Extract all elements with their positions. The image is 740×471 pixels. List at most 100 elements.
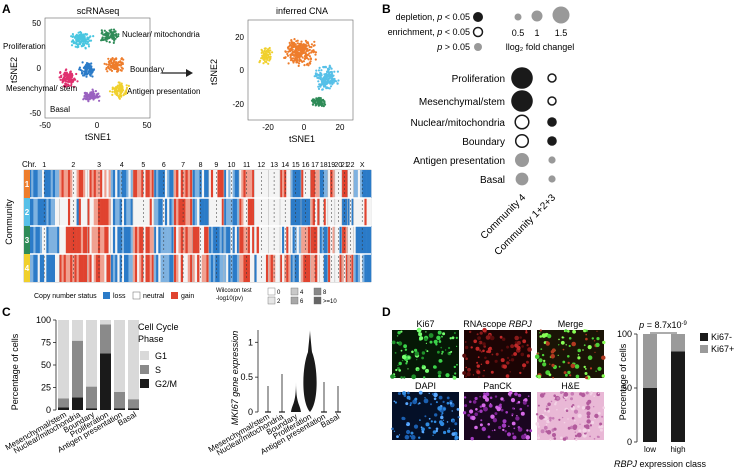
heatmap-cell (110, 170, 114, 198)
cluster-label-basal: Basal (50, 105, 70, 114)
panel-d-label: D (382, 305, 391, 319)
tsne-point (288, 41, 291, 45)
image-texture (484, 356, 487, 360)
heatmap-cell (300, 170, 304, 198)
heatmap-cell (44, 198, 47, 226)
heatmap-cell (29, 226, 32, 254)
image-texture (418, 436, 421, 439)
heatmap-cell (236, 226, 240, 254)
heatmap-cell (46, 198, 49, 226)
image-texture (499, 403, 502, 407)
heatmap-cell (368, 198, 372, 226)
image-texture (422, 364, 425, 367)
d-legend-label: Ki67- (711, 332, 732, 342)
heatmap-cell (312, 254, 316, 282)
violin-shape (291, 382, 301, 412)
heatmap-cell (167, 198, 170, 226)
image-texture (462, 371, 466, 375)
image-texture (561, 416, 564, 419)
tsne-point (307, 44, 310, 47)
image-texture (562, 348, 565, 351)
tsne-point (292, 61, 295, 64)
heatmap-cell (219, 254, 223, 282)
heatmap-cell (44, 254, 47, 282)
tsne-point (114, 65, 118, 68)
heatmap-cell (93, 170, 97, 198)
image-texture (465, 341, 467, 343)
heatmap-cell (319, 198, 322, 226)
tsne-right-xtick: 0 (302, 123, 307, 132)
heatmap-cell (95, 254, 99, 282)
heatmap-cell (37, 226, 41, 254)
image-texture (414, 397, 418, 401)
cc-legend-label: S (155, 365, 161, 375)
cn-legend-title: Copy number status (34, 293, 97, 300)
image-texture (449, 401, 453, 405)
heatmap-cell (286, 170, 289, 198)
dotplot-row-label: Mesenchymal/stem (419, 97, 505, 108)
image-texture (582, 349, 584, 351)
heatmap-cell (226, 198, 229, 226)
tsne-left-points (58, 28, 130, 103)
image-texture (393, 430, 396, 432)
heatmap-cell (126, 254, 129, 282)
image-texture (473, 339, 478, 344)
tsne-point (264, 47, 267, 50)
cluster-label-mesenchymal: Mesenchymal/ stem (6, 84, 77, 93)
cc-bar-segment (114, 320, 125, 392)
heatmap-cell (160, 198, 164, 226)
heatmap-cell (232, 198, 236, 226)
heatmap-cell (282, 254, 285, 282)
heatmap-cell (210, 226, 214, 254)
image-texture (397, 392, 401, 395)
heatmap-cell (286, 226, 289, 254)
image-title: RNAscope RBPJ (463, 319, 532, 329)
heatmap-cell (37, 170, 41, 198)
heatmap-cell (180, 198, 184, 226)
image-texture (451, 432, 456, 436)
heatmap-cell (128, 170, 131, 198)
tsne-point (109, 58, 113, 61)
image-texture (587, 429, 591, 432)
image-texture (403, 344, 407, 349)
heatmap-cell (61, 226, 64, 254)
tsne-point (284, 56, 287, 59)
heatmap-cell (217, 226, 220, 254)
heatmap-cell (35, 198, 38, 226)
heatmap-cell (228, 198, 231, 226)
image-texture (512, 407, 515, 410)
image-texture (479, 405, 482, 408)
tsne-point (319, 76, 322, 79)
image-texture (505, 374, 510, 378)
image-texture (410, 431, 414, 435)
wilcoxon-title-2: -log10(pv) (216, 296, 243, 302)
dotplot-dot (548, 175, 556, 183)
image-texture (511, 413, 514, 416)
heatmap-cell (57, 170, 60, 198)
tsne-point (290, 48, 293, 52)
heatmap-cell (39, 254, 43, 282)
image-texture (571, 341, 576, 347)
image-texture (559, 391, 563, 394)
tsne-point (295, 50, 298, 53)
image-texture (425, 368, 429, 373)
tsne-point (89, 35, 92, 38)
image-texture (517, 393, 522, 398)
heatmap-cell (232, 226, 236, 254)
heatmap-cell (197, 254, 200, 282)
d-ylabel: Percentage of cells (618, 343, 628, 420)
image-texture (490, 414, 495, 419)
heatmap-cell (70, 226, 73, 254)
tsne-point (117, 33, 120, 36)
community-label: 4 (25, 264, 30, 273)
tsne-point (85, 65, 88, 68)
image-texture (457, 416, 460, 419)
heatmap-cell (153, 170, 157, 198)
heatmap-cell (139, 226, 142, 254)
image-texture (482, 374, 485, 378)
image-texture (425, 342, 427, 344)
tsne-point (61, 79, 64, 82)
image-texture (587, 345, 592, 350)
heatmap-cell (353, 226, 356, 254)
